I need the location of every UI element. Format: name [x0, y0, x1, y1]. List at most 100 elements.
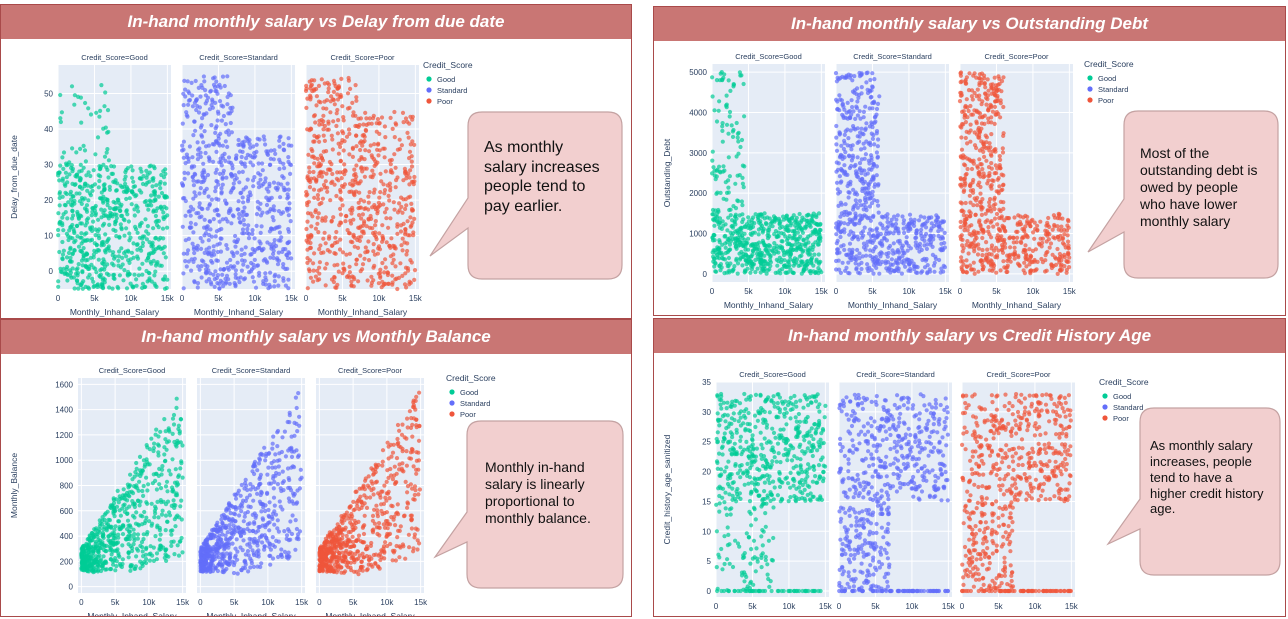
- legend-label: Standard: [437, 86, 467, 95]
- scatter-point: [733, 244, 739, 249]
- scatter-point: [70, 203, 75, 208]
- scatter-point: [178, 539, 183, 544]
- scatter-point: [146, 207, 151, 212]
- scatter-point: [853, 213, 859, 219]
- scatter-point: [113, 219, 118, 224]
- scatter-point: [111, 509, 116, 514]
- scatter-point: [1066, 259, 1071, 264]
- scatter-point: [132, 504, 137, 510]
- scatter-point: [756, 227, 761, 232]
- scatter-point: [363, 128, 369, 133]
- scatter-point: [171, 498, 176, 503]
- scatter-point: [860, 254, 865, 259]
- scatter-point: [842, 163, 847, 168]
- scatter-point: [331, 215, 336, 220]
- scatter-point: [399, 143, 404, 148]
- scatter-point: [986, 88, 991, 93]
- scatter-point: [321, 133, 326, 138]
- scatter-point: [1012, 256, 1017, 261]
- scatter-point: [149, 193, 154, 198]
- scatter-point: [116, 198, 121, 203]
- scatter-point: [342, 172, 347, 177]
- scatter-point: [977, 93, 982, 98]
- scatter-point: [857, 198, 863, 203]
- scatter-point: [251, 265, 256, 270]
- scatter-point: [958, 219, 963, 224]
- scatter-point: [401, 197, 406, 202]
- scatter-point: [724, 270, 730, 275]
- scatter-point: [712, 264, 717, 269]
- scatter-point: [79, 120, 84, 125]
- scatter-point: [326, 86, 331, 91]
- scatter-point: [182, 176, 187, 181]
- scatter-point: [860, 131, 865, 136]
- scatter-point: [228, 257, 233, 263]
- scatter-point: [927, 267, 932, 272]
- scatter-point: [405, 241, 410, 246]
- scatter-point: [971, 158, 976, 163]
- scatter-point: [833, 71, 839, 76]
- scatter-point: [879, 214, 884, 219]
- scatter-point: [94, 544, 99, 549]
- scatter-point: [343, 219, 348, 224]
- scatter-point: [758, 270, 763, 275]
- x-tick-label: 5k: [868, 287, 877, 296]
- scatter-point: [967, 193, 972, 198]
- scatter-point: [336, 118, 341, 123]
- scatter-point: [404, 252, 409, 257]
- scatter-point: [158, 186, 163, 191]
- scatter-point: [144, 557, 149, 562]
- scatter-point: [305, 127, 310, 132]
- scatter-point: [68, 255, 73, 260]
- scatter-point: [321, 113, 326, 118]
- scatter-point: [81, 256, 86, 261]
- scatter-point: [234, 176, 239, 181]
- scatter-point: [237, 170, 242, 175]
- scatter-point: [100, 542, 105, 547]
- scatter-point: [93, 528, 98, 533]
- scatter-point: [862, 156, 867, 161]
- scatter-point: [939, 266, 944, 271]
- scatter-point: [923, 258, 928, 263]
- scatter-point: [101, 554, 106, 559]
- scatter-point: [140, 468, 145, 473]
- scatter-point: [237, 180, 242, 185]
- scatter-point: [180, 121, 185, 126]
- scatter-point: [118, 208, 123, 213]
- scatter-point: [359, 166, 364, 171]
- scatter-point: [134, 277, 139, 282]
- scatter-point: [184, 264, 189, 269]
- scatter-point: [320, 158, 325, 163]
- scatter-point: [992, 171, 997, 176]
- scatter-point: [129, 250, 134, 255]
- scatter-point: [843, 202, 848, 207]
- x-tick-label: 10k: [372, 294, 386, 303]
- scatter-point: [1030, 217, 1035, 222]
- scatter-point: [197, 201, 202, 206]
- y-tick-label: 1600: [55, 380, 73, 389]
- scatter-point: [228, 190, 233, 195]
- scatter-point: [89, 237, 95, 242]
- scatter-point: [889, 257, 894, 262]
- scatter-point: [148, 551, 153, 556]
- scatter-point: [131, 184, 136, 189]
- scatter-point: [131, 179, 136, 184]
- scatter-point: [323, 218, 328, 223]
- scatter-point: [217, 286, 222, 291]
- scatter-point: [1059, 228, 1064, 233]
- scatter-point: [370, 168, 375, 173]
- scatter-point: [1049, 263, 1054, 268]
- scatter-point: [196, 264, 201, 269]
- scatter-point: [317, 265, 322, 270]
- scatter-point: [183, 259, 188, 264]
- y-tick-label: 1000: [55, 456, 73, 465]
- scatter-point: [868, 95, 873, 100]
- scatter-point: [317, 247, 322, 252]
- scatter-point: [311, 139, 316, 144]
- scatter-point: [838, 180, 843, 185]
- scatter-point: [850, 143, 855, 148]
- scatter-point: [60, 215, 65, 220]
- scatter-point: [1012, 245, 1017, 250]
- scatter-point: [1002, 218, 1007, 223]
- scatter-point: [837, 93, 842, 98]
